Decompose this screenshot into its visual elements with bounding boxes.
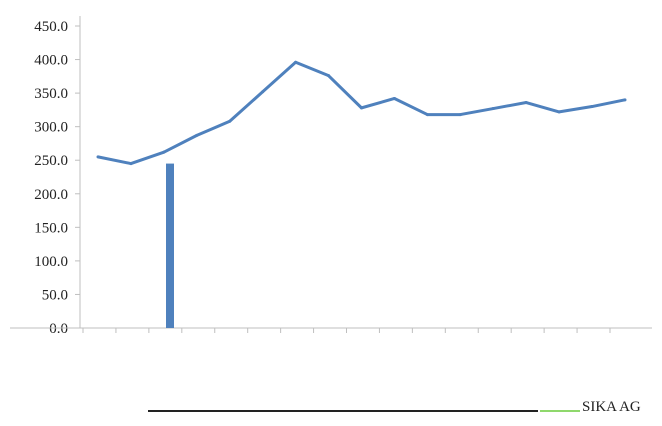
- data-point: [360, 106, 363, 110]
- y-tick-label: 200.0: [34, 187, 68, 203]
- legend-swatch-1: [540, 410, 580, 412]
- y-tick-label: 0.0: [49, 321, 68, 337]
- data-point: [524, 101, 528, 105]
- data-point: [491, 107, 495, 111]
- data-point: [590, 105, 594, 109]
- data-point: [129, 162, 133, 166]
- data-point: [195, 133, 199, 137]
- legend: SIKA AG: [0, 396, 662, 426]
- y-tick-label: 350.0: [34, 86, 68, 102]
- legend-swatch-0: [148, 410, 538, 412]
- axes: [10, 16, 652, 333]
- data-point: [162, 150, 166, 154]
- data-point: [261, 90, 265, 94]
- y-tick-label: 400.0: [34, 53, 68, 69]
- data-point: [557, 110, 561, 114]
- y-tick-label: 150.0: [34, 220, 68, 236]
- y-tick-label: 250.0: [34, 153, 68, 169]
- data-point: [425, 113, 429, 117]
- series-line-0: [97, 60, 626, 166]
- legend-label-1: SIKA AG: [582, 399, 641, 415]
- data-point: [294, 60, 298, 64]
- data-point: [623, 98, 627, 102]
- data-point: [392, 96, 396, 100]
- y-axis-ticks: 0.0 50.0 100.0 150.0 200.0 250.0 300.0 350.0 400…: [34, 19, 80, 337]
- y-tick-label: 450.0: [34, 19, 68, 35]
- data-point: [96, 155, 100, 159]
- y-tick-label: 50.0: [42, 287, 68, 303]
- series-layer: [96, 60, 627, 328]
- y-tick-label: 100.0: [34, 254, 68, 270]
- data-point: [327, 74, 331, 78]
- data-point: [228, 119, 232, 123]
- bar-mark: [166, 163, 174, 328]
- y-tick-label: 300.0: [34, 120, 68, 136]
- data-point: [458, 113, 462, 117]
- line-chart: 0.0 50.0 100.0 150.0 200.0 250.0 300.0 350.0 400…: [10, 16, 652, 337]
